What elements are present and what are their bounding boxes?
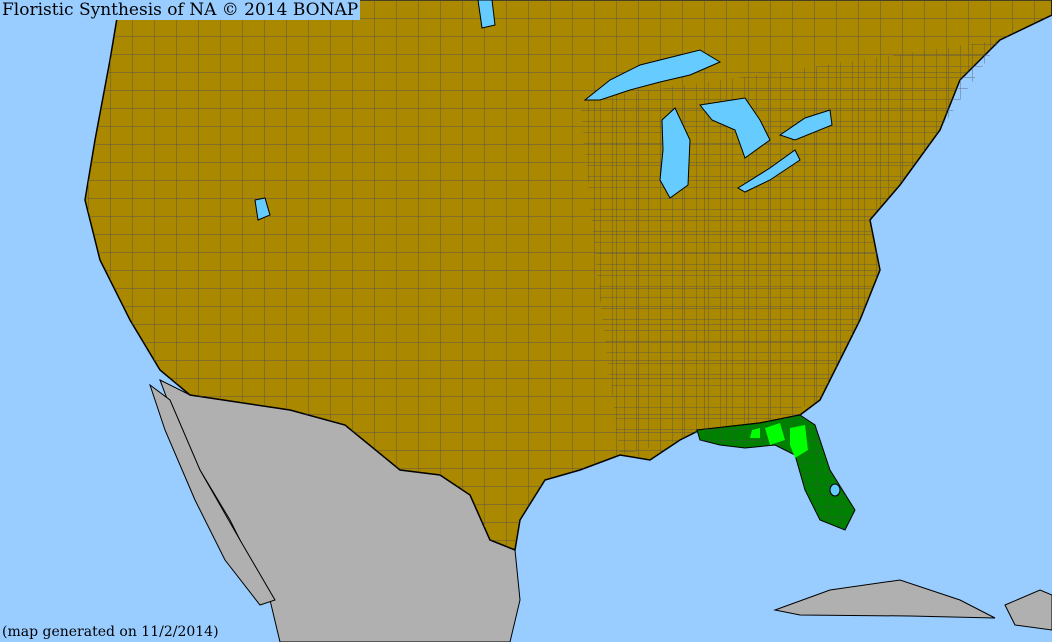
florida-county-grid [697, 415, 855, 530]
lake-winnipeg-edge [477, 0, 496, 29]
lake-michigan [659, 107, 691, 199]
great-salt-lake [254, 197, 271, 221]
cuba [773, 579, 996, 619]
native-county-patch [750, 428, 760, 438]
lake-huron [699, 97, 771, 159]
native-county-patch [790, 425, 808, 458]
lake-okeechobee [829, 483, 841, 497]
native-county-patch [765, 423, 785, 445]
baja-peninsula [149, 383, 276, 606]
lake-ontario [778, 109, 833, 141]
lake-erie [737, 149, 801, 193]
lake-superior [583, 49, 722, 101]
hispaniola [1004, 589, 1052, 631]
map-generated-date: (map generated on 11/2/2014) [2, 624, 219, 640]
map-title: Floristic Synthesis of NA © 2014 BONAP [0, 0, 361, 20]
